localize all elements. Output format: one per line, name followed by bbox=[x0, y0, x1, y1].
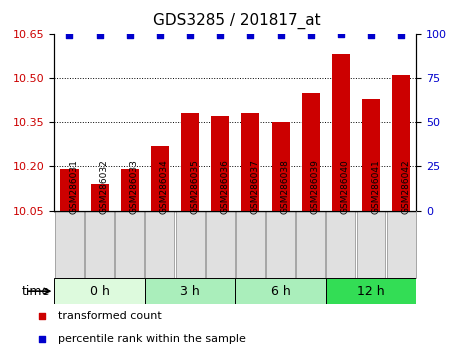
Point bbox=[277, 33, 284, 38]
Text: percentile rank within the sample: percentile rank within the sample bbox=[58, 334, 245, 344]
Bar bbox=[115, 211, 144, 278]
Point bbox=[66, 33, 73, 38]
Text: GSM286038: GSM286038 bbox=[280, 159, 289, 214]
Bar bbox=[206, 211, 235, 278]
Bar bbox=[85, 211, 114, 278]
Text: GSM286035: GSM286035 bbox=[190, 159, 199, 214]
Point bbox=[96, 33, 104, 38]
Bar bbox=[332, 54, 350, 211]
Point bbox=[217, 33, 224, 38]
Bar bbox=[211, 116, 229, 211]
Point bbox=[325, 220, 333, 226]
Bar bbox=[146, 211, 175, 278]
Text: 6 h: 6 h bbox=[271, 285, 290, 298]
Bar bbox=[387, 211, 416, 278]
Point bbox=[337, 31, 345, 36]
Text: transformed count: transformed count bbox=[58, 311, 161, 321]
Point bbox=[246, 33, 254, 38]
Bar bbox=[175, 211, 204, 278]
Bar bbox=[54, 278, 145, 304]
Bar bbox=[326, 278, 416, 304]
Text: GSM286034: GSM286034 bbox=[160, 159, 169, 214]
Point bbox=[307, 33, 315, 38]
Text: time: time bbox=[21, 285, 50, 298]
Point bbox=[156, 33, 164, 38]
Point bbox=[397, 33, 405, 38]
Bar bbox=[266, 211, 295, 278]
Text: GSM286032: GSM286032 bbox=[100, 159, 109, 214]
Point bbox=[186, 33, 194, 38]
Bar bbox=[326, 211, 355, 278]
Bar bbox=[296, 211, 325, 278]
Bar bbox=[235, 278, 326, 304]
Point bbox=[325, 11, 333, 17]
Text: GDS3285 / 201817_at: GDS3285 / 201817_at bbox=[153, 13, 320, 29]
Bar bbox=[302, 93, 320, 211]
Text: 12 h: 12 h bbox=[357, 285, 385, 298]
Bar bbox=[392, 75, 410, 211]
Bar bbox=[61, 169, 79, 211]
Bar bbox=[91, 184, 109, 211]
Text: GSM286040: GSM286040 bbox=[341, 159, 350, 214]
Point bbox=[126, 33, 133, 38]
Bar bbox=[55, 211, 84, 278]
Text: GSM286033: GSM286033 bbox=[130, 159, 139, 214]
Bar bbox=[272, 122, 289, 211]
Text: 0 h: 0 h bbox=[90, 285, 110, 298]
Bar bbox=[357, 211, 385, 278]
Bar bbox=[145, 278, 235, 304]
Bar bbox=[181, 113, 199, 211]
Bar bbox=[241, 113, 259, 211]
Text: GSM286039: GSM286039 bbox=[311, 159, 320, 214]
Text: GSM286031: GSM286031 bbox=[70, 159, 79, 214]
Text: GSM286042: GSM286042 bbox=[401, 159, 410, 214]
Bar bbox=[151, 146, 169, 211]
Text: GSM286041: GSM286041 bbox=[371, 159, 380, 214]
Text: 3 h: 3 h bbox=[180, 285, 200, 298]
Point bbox=[367, 33, 375, 38]
Text: GSM286036: GSM286036 bbox=[220, 159, 229, 214]
Bar bbox=[362, 98, 380, 211]
Bar bbox=[121, 169, 139, 211]
Text: GSM286037: GSM286037 bbox=[250, 159, 259, 214]
Bar bbox=[236, 211, 265, 278]
